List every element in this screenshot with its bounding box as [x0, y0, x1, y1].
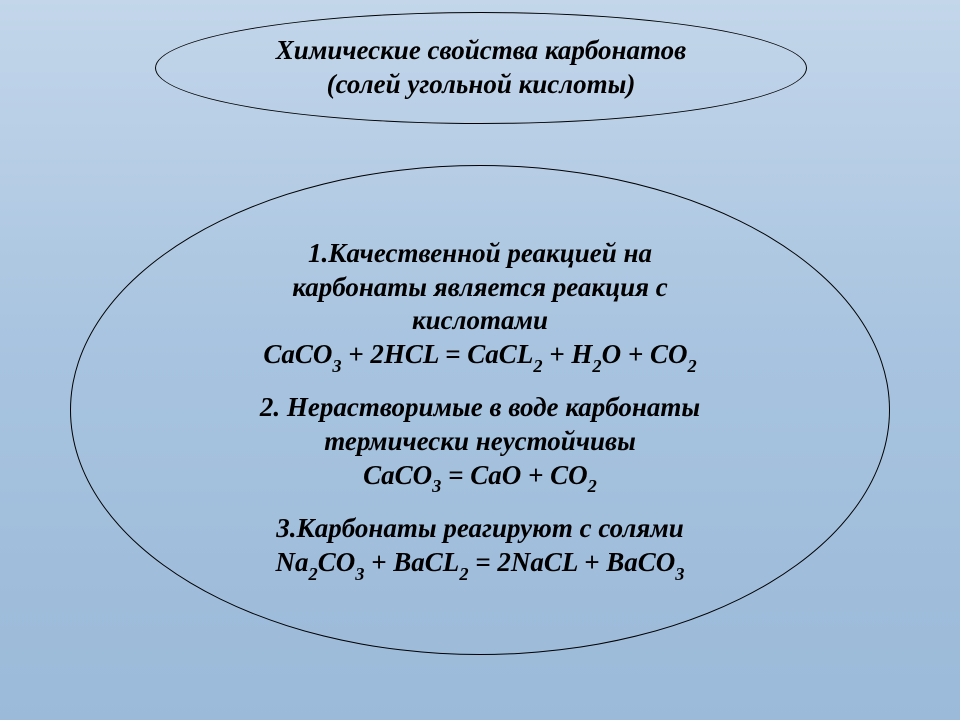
- eq3-b: CO: [318, 547, 356, 577]
- p1-line1: 1.Качественной реакцией на: [263, 237, 696, 271]
- eq3-a-sub: 2: [309, 564, 318, 584]
- point-2-text: 2. Нерастворимые в воде карбонаты термич…: [260, 391, 700, 496]
- equation-2: CaCO3 = CaO + CO2: [260, 459, 700, 496]
- title-ellipse: Химические свойства карбонатов (солей уг…: [155, 12, 807, 124]
- p2-line1: 2. Нерастворимые в воде карбонаты: [260, 391, 700, 425]
- eq2-a-sub: 3: [432, 476, 441, 496]
- eq1-a-sub: 3: [332, 356, 341, 376]
- equation-3: Na2CO3 + BaCL2 = 2NaCL + BaCO3: [276, 546, 685, 583]
- p1-line3: кислотами: [263, 304, 696, 338]
- body-ellipse: 1.Качественной реакцией на карбонаты явл…: [70, 165, 890, 655]
- eq3-c: + BaCL: [364, 547, 459, 577]
- eq2-b: = CaO + CO: [441, 460, 587, 490]
- title-line-1: Химические свойства карбонатов: [276, 34, 686, 68]
- eq3-b-sub: 3: [355, 564, 364, 584]
- eq1-d: O + CO: [602, 339, 688, 369]
- title-line-2: (солей угольной кислоты): [327, 68, 636, 102]
- equation-1: CaCO3 + 2HCL = CaCL2 + H2O + CO2: [263, 338, 696, 375]
- eq3-a: Na: [276, 547, 309, 577]
- eq1-c: + H: [543, 339, 593, 369]
- eq2-a: CaCO: [363, 460, 432, 490]
- p2-line2: термически неустойчивы: [260, 425, 700, 459]
- eq1-a: CaCO: [263, 339, 332, 369]
- eq1-d-sub: 2: [688, 356, 697, 376]
- point-1-text: 1.Качественной реакцией на карбонаты явл…: [263, 237, 696, 376]
- p3-line1: 3.Карбонаты реагируют с солями: [276, 512, 685, 546]
- eq1-c-sub: 2: [592, 356, 601, 376]
- eq1-b: + 2HCL = CaCL: [342, 339, 534, 369]
- eq2-b-sub: 2: [588, 476, 597, 496]
- p1-line2: карбонаты является реакция с: [263, 271, 696, 305]
- eq3-c-sub: 2: [459, 564, 468, 584]
- eq3-d-sub: 3: [675, 564, 684, 584]
- point-3-text: 3.Карбонаты реагируют с солями Na2CO3 + …: [276, 512, 685, 583]
- eq1-b-sub: 2: [533, 356, 542, 376]
- eq3-d: = 2NaCL + BaCO: [469, 547, 676, 577]
